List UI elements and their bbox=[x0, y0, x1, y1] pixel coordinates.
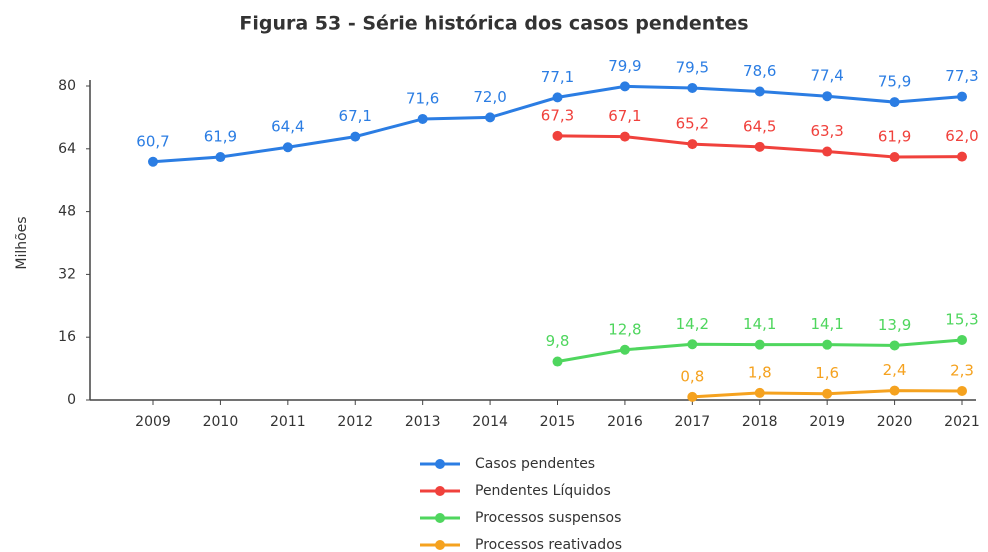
data-label: 71,6 bbox=[406, 89, 439, 107]
x-tick-label: 2018 bbox=[742, 414, 778, 430]
data-label: 0,8 bbox=[680, 367, 704, 385]
data-point bbox=[957, 334, 967, 345]
data-point bbox=[687, 139, 698, 150]
y-tick-label: 32 bbox=[58, 266, 76, 282]
data-point bbox=[687, 339, 698, 350]
data-label: 14,1 bbox=[743, 315, 776, 333]
data-point bbox=[889, 385, 900, 396]
data-point bbox=[619, 344, 630, 355]
data-point bbox=[687, 391, 698, 402]
data-label: 79,5 bbox=[676, 58, 709, 76]
data-label: 67,3 bbox=[541, 106, 574, 124]
x-tick-label: 2020 bbox=[877, 414, 913, 430]
data-point bbox=[822, 91, 833, 102]
x-tick-label: 2011 bbox=[270, 414, 306, 430]
data-label: 1,6 bbox=[815, 364, 839, 382]
data-point bbox=[754, 339, 765, 350]
y-tick-label: 16 bbox=[58, 329, 76, 345]
data-point bbox=[485, 112, 496, 123]
legend-marker bbox=[435, 513, 445, 523]
data-label: 15,3 bbox=[945, 310, 978, 328]
data-label: 63,3 bbox=[810, 122, 843, 140]
y-tick-label: 80 bbox=[58, 78, 76, 94]
data-point bbox=[350, 131, 361, 142]
data-label: 13,9 bbox=[878, 316, 911, 334]
data-point bbox=[619, 81, 630, 92]
chart-title: Figura 53 - Série histórica dos casos pe… bbox=[239, 13, 748, 35]
data-label: 61,9 bbox=[204, 128, 237, 146]
data-point bbox=[687, 82, 698, 93]
data-label: 2,3 bbox=[950, 361, 974, 379]
data-point bbox=[822, 388, 833, 399]
data-label: 9,8 bbox=[546, 332, 570, 350]
data-label: 77,1 bbox=[541, 68, 574, 86]
x-tick-label: 2014 bbox=[472, 414, 508, 430]
data-label: 14,1 bbox=[810, 315, 843, 333]
data-label: 1,8 bbox=[748, 363, 772, 381]
data-point bbox=[552, 130, 563, 141]
y-axis-label: Milhões bbox=[14, 216, 30, 269]
data-label: 14,2 bbox=[676, 315, 709, 333]
data-point bbox=[552, 92, 563, 103]
y-tick-label: 0 bbox=[67, 392, 76, 408]
data-point bbox=[417, 113, 428, 124]
x-tick-label: 2015 bbox=[540, 414, 576, 430]
data-point bbox=[957, 91, 967, 102]
data-point bbox=[619, 131, 630, 142]
legend-marker bbox=[435, 459, 445, 469]
data-point bbox=[282, 142, 293, 153]
x-tick-label: 2021 bbox=[944, 414, 980, 430]
data-point bbox=[889, 340, 900, 351]
data-point bbox=[957, 151, 967, 162]
data-label: 72,0 bbox=[473, 88, 506, 106]
data-label: 79,9 bbox=[608, 57, 641, 75]
data-point bbox=[552, 356, 563, 367]
data-label: 64,4 bbox=[271, 118, 304, 136]
data-point bbox=[889, 152, 900, 163]
y-tick-label: 64 bbox=[58, 141, 76, 157]
data-label: 12,8 bbox=[608, 320, 641, 338]
legend-label: Processos suspensos bbox=[475, 510, 621, 526]
data-label: 60,7 bbox=[136, 132, 169, 150]
x-tick-label: 2013 bbox=[405, 414, 441, 430]
x-tick-label: 2012 bbox=[337, 414, 373, 430]
x-tick-label: 2019 bbox=[809, 414, 845, 430]
data-label: 67,1 bbox=[339, 107, 372, 125]
legend-label: Casos pendentes bbox=[475, 456, 595, 472]
data-point bbox=[889, 97, 900, 108]
data-point bbox=[754, 387, 765, 398]
data-point bbox=[822, 146, 833, 157]
data-label: 62,0 bbox=[945, 127, 978, 145]
legend-label: Processos reativados bbox=[475, 537, 622, 552]
data-point bbox=[822, 339, 833, 350]
data-point bbox=[754, 86, 765, 97]
y-tick-label: 48 bbox=[58, 204, 76, 220]
data-point bbox=[215, 152, 226, 163]
x-tick-label: 2009 bbox=[135, 414, 171, 430]
data-label: 2,4 bbox=[883, 361, 907, 379]
data-label: 64,5 bbox=[743, 117, 776, 135]
data-label: 77,3 bbox=[945, 67, 978, 85]
x-tick-label: 2017 bbox=[675, 414, 711, 430]
legend-label: Pendentes Líquidos bbox=[475, 483, 611, 499]
data-label: 78,6 bbox=[743, 62, 776, 80]
data-point bbox=[148, 156, 158, 167]
x-tick-label: 2016 bbox=[607, 414, 643, 430]
data-label: 77,4 bbox=[810, 67, 843, 85]
data-label: 75,9 bbox=[878, 73, 911, 91]
x-tick-label: 2010 bbox=[203, 414, 239, 430]
data-label: 67,1 bbox=[608, 107, 641, 125]
data-point bbox=[957, 385, 967, 396]
legend-marker bbox=[435, 540, 445, 550]
data-label: 61,9 bbox=[878, 128, 911, 146]
data-point bbox=[754, 141, 765, 152]
data-label: 65,2 bbox=[676, 115, 709, 133]
legend-marker bbox=[435, 486, 445, 496]
